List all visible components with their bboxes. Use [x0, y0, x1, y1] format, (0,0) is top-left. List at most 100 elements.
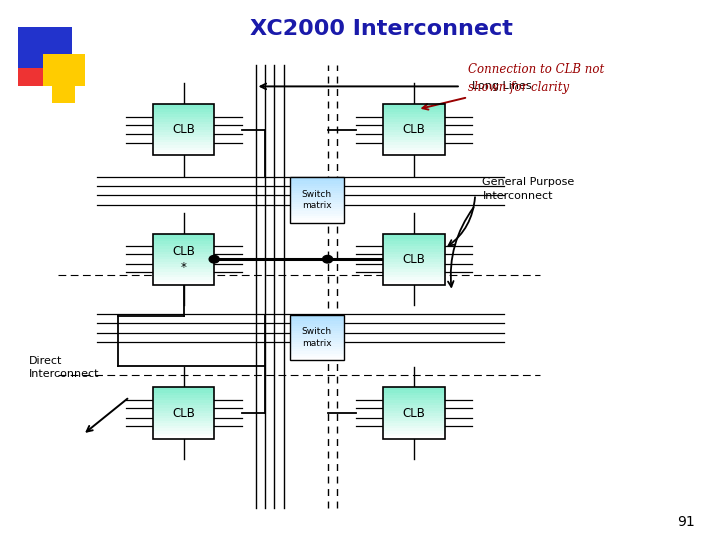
Bar — [289, 195, 344, 198]
Text: CLB: CLB — [172, 123, 195, 136]
Bar — [153, 280, 215, 282]
Bar — [153, 246, 215, 249]
Bar — [383, 122, 444, 124]
Bar — [383, 390, 444, 393]
Bar — [153, 122, 215, 124]
Bar — [383, 259, 444, 262]
Bar — [153, 277, 215, 280]
Text: CLB: CLB — [402, 253, 426, 266]
Bar — [383, 150, 444, 153]
Bar — [383, 274, 444, 277]
Bar — [383, 104, 444, 106]
Bar — [153, 153, 215, 156]
Bar — [289, 352, 344, 354]
Bar — [383, 269, 444, 272]
Bar — [383, 143, 444, 145]
Bar — [153, 236, 215, 239]
Bar — [383, 282, 444, 285]
Bar — [383, 109, 444, 112]
Bar — [383, 436, 444, 438]
Bar — [153, 274, 215, 277]
Bar — [383, 388, 444, 438]
Bar — [383, 408, 444, 410]
Bar — [383, 431, 444, 434]
Bar — [289, 317, 344, 319]
Bar — [383, 434, 444, 436]
Bar — [153, 145, 215, 147]
Bar — [289, 186, 344, 188]
Bar — [289, 356, 344, 358]
Bar — [153, 124, 215, 127]
Bar — [289, 177, 344, 179]
Text: Direct
Interconnect: Direct Interconnect — [29, 356, 99, 379]
Bar — [383, 421, 444, 423]
Bar — [153, 272, 215, 274]
Bar — [289, 179, 344, 181]
Bar — [289, 213, 344, 216]
Bar — [383, 393, 444, 395]
Bar — [383, 112, 444, 114]
Bar — [153, 410, 215, 413]
Bar — [153, 393, 215, 395]
Bar — [289, 340, 344, 342]
Bar — [383, 426, 444, 429]
Circle shape — [209, 255, 219, 263]
Bar — [289, 338, 344, 340]
Bar — [289, 321, 344, 323]
Text: Switch
matrix: Switch matrix — [302, 327, 332, 348]
Bar — [289, 216, 344, 218]
Bar — [383, 106, 444, 109]
Bar — [289, 207, 344, 209]
Bar — [383, 147, 444, 150]
Bar — [383, 137, 444, 140]
Bar — [289, 330, 344, 333]
Bar — [383, 280, 444, 282]
Bar — [383, 252, 444, 254]
Bar — [153, 104, 215, 156]
Bar — [153, 256, 215, 259]
Bar — [153, 395, 215, 397]
Bar — [383, 145, 444, 147]
Bar — [52, 84, 75, 103]
Bar — [153, 132, 215, 134]
Text: XC2000 Interconnect: XC2000 Interconnect — [250, 19, 513, 39]
Text: Switch
matrix: Switch matrix — [302, 190, 332, 210]
Bar — [383, 410, 444, 413]
Bar — [289, 184, 344, 186]
Bar — [289, 314, 344, 361]
Bar — [383, 254, 444, 256]
Bar — [289, 181, 344, 184]
Bar — [383, 423, 444, 426]
Bar — [383, 241, 444, 244]
Bar — [153, 140, 215, 143]
Bar — [289, 177, 344, 222]
Bar — [289, 319, 344, 321]
Bar — [153, 418, 215, 421]
Bar — [153, 403, 215, 406]
Bar — [383, 153, 444, 156]
Bar — [153, 249, 215, 252]
Bar — [153, 426, 215, 429]
Text: CLB: CLB — [402, 407, 426, 420]
Bar — [289, 202, 344, 204]
Bar — [383, 104, 444, 156]
Bar — [383, 264, 444, 267]
Bar — [383, 418, 444, 421]
Bar — [153, 134, 215, 137]
Text: 91: 91 — [677, 515, 695, 529]
Bar — [153, 244, 215, 246]
Bar — [289, 204, 344, 207]
Text: CLB: CLB — [402, 123, 426, 136]
Bar — [153, 127, 215, 130]
Text: Long Lines: Long Lines — [472, 82, 531, 91]
Text: CLB
*: CLB * — [172, 245, 195, 274]
Bar — [383, 416, 444, 418]
Bar — [289, 326, 344, 328]
Bar — [18, 27, 72, 68]
Bar — [43, 54, 85, 86]
Bar — [153, 269, 215, 272]
Bar — [289, 349, 344, 351]
Bar — [289, 324, 344, 326]
Bar — [383, 130, 444, 132]
Bar — [383, 395, 444, 397]
